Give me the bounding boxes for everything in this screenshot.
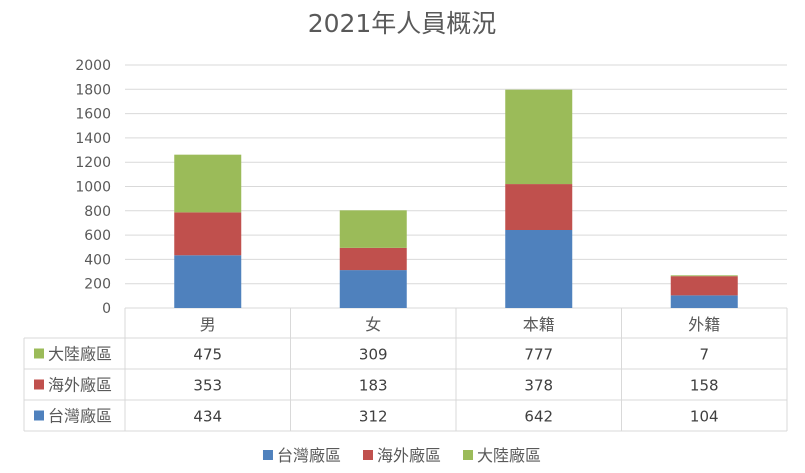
y-tick-label: 600 bbox=[84, 228, 111, 244]
bar-segment bbox=[174, 212, 242, 256]
legend: 台灣廠區 海外廠區 大陸廠區 bbox=[262, 446, 541, 465]
table-legend-key bbox=[34, 348, 44, 359]
table-legend-key bbox=[34, 379, 44, 390]
bar-segment bbox=[505, 89, 573, 185]
table-cell-value: 353 bbox=[193, 377, 222, 395]
table-cell-value: 475 bbox=[193, 346, 222, 364]
legend-label: 台灣廠區 bbox=[277, 446, 341, 465]
legend-item: 大陸廠區 bbox=[463, 446, 541, 465]
table-legend-key bbox=[34, 410, 44, 421]
y-tick-label: 800 bbox=[84, 204, 111, 220]
bar-segment bbox=[505, 229, 573, 308]
y-tick-label: 2000 bbox=[75, 58, 111, 74]
category-label: 男 bbox=[200, 315, 216, 334]
table-cell-value: 158 bbox=[690, 377, 719, 395]
table-cell-value: 104 bbox=[690, 408, 719, 426]
table-cell-value: 378 bbox=[524, 377, 553, 395]
legend-swatch bbox=[463, 450, 474, 460]
bar-segment bbox=[505, 184, 573, 230]
bar-segment bbox=[670, 295, 738, 308]
legend-swatch bbox=[262, 450, 273, 460]
y-tick-label: 1200 bbox=[75, 155, 111, 171]
bar-segment bbox=[339, 247, 407, 271]
bar-segment bbox=[174, 255, 242, 308]
table-cell-value: 7 bbox=[699, 346, 709, 364]
y-tick-label: 0 bbox=[102, 301, 111, 317]
table-cell-value: 312 bbox=[359, 408, 388, 426]
legend-item: 海外廠區 bbox=[362, 446, 441, 465]
y-tick-label: 1400 bbox=[75, 131, 111, 147]
bar-segment bbox=[670, 276, 738, 296]
legend-item: 台灣廠區 bbox=[262, 446, 341, 465]
bar-segment bbox=[670, 275, 738, 277]
table-cell-value: 183 bbox=[359, 377, 388, 395]
bar-segment bbox=[339, 210, 407, 248]
legend-label: 大陸廠區 bbox=[477, 446, 541, 465]
bars bbox=[174, 89, 738, 308]
category-label: 外籍 bbox=[688, 315, 720, 334]
category-label: 女 bbox=[365, 315, 381, 334]
y-tick-label: 200 bbox=[84, 277, 111, 293]
category-label: 本籍 bbox=[523, 315, 555, 334]
y-tick-label: 1800 bbox=[75, 82, 111, 98]
data-table: 男女本籍 外籍大陸廠區 475 309 777 7海外廠區 353 183 378 158台灣廠區… bbox=[23, 308, 788, 432]
y-tick-label: 400 bbox=[84, 252, 111, 268]
bar-segment bbox=[174, 154, 242, 213]
table-cell-value: 777 bbox=[524, 346, 553, 364]
chart-title: 2021年人員概況 bbox=[308, 9, 497, 38]
table-cell-value: 434 bbox=[193, 408, 222, 426]
bar-segment bbox=[339, 270, 407, 308]
table-cell-value: 642 bbox=[524, 408, 553, 426]
legend-label: 海外廠區 bbox=[377, 446, 441, 465]
y-tick-label: 1600 bbox=[75, 107, 111, 123]
legend-swatch bbox=[362, 450, 373, 460]
y-axis: 0 200 400 600 800 1000 1200 1400 1600 1800 2000 bbox=[75, 58, 111, 317]
y-tick-label: 1000 bbox=[75, 180, 111, 196]
table-series-label: 大陸廠區 bbox=[48, 345, 112, 364]
table-series-label: 海外廠區 bbox=[48, 376, 112, 395]
table-series-label: 台灣廠區 bbox=[48, 407, 112, 426]
table-cell-value: 309 bbox=[359, 346, 388, 364]
